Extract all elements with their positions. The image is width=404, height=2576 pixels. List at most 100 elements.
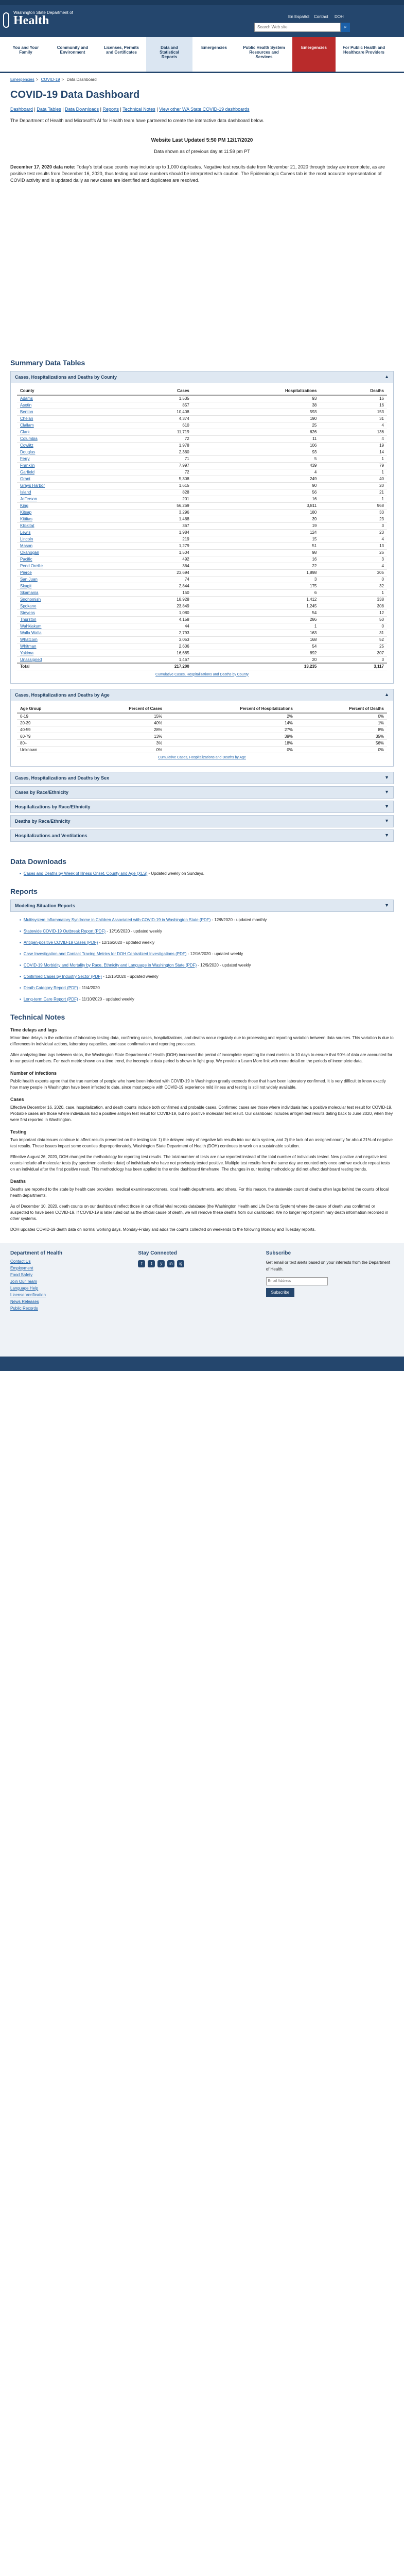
footer-link[interactable]: Contact Us [10,1259,31,1264]
county-name[interactable]: Chelan [17,415,121,422]
site-logo[interactable]: Washington State Department of Health [13,10,73,27]
county-name[interactable]: Kitsap [17,509,121,516]
link-reports[interactable]: Reports [102,107,119,112]
search-input[interactable]: Search Web site [254,23,341,32]
report-link[interactable]: Statewide COVID-19 Outbreak Report (PDF) [23,929,106,934]
county-name[interactable]: Douglas [17,449,121,456]
county-name[interactable]: Adams [17,395,121,402]
county-name[interactable]: Klickitat [17,522,121,530]
county-name[interactable]: Lincoln [17,536,121,543]
county-name[interactable]: Whitman [17,643,121,650]
table-cell: 249 [192,476,320,483]
top-link-contact[interactable]: Contact [314,14,328,19]
county-name[interactable]: Kittitas [17,516,121,523]
nav-item-public-health[interactable]: Public Health System Resources and Servi… [243,45,285,59]
modeling-accordion-header[interactable]: Modeling Situation Reports ▼ [11,900,393,911]
county-name[interactable]: Skamania [17,589,121,597]
footer-link[interactable]: Employment [10,1266,33,1270]
top-link-espanol[interactable]: En Español [288,14,309,19]
county-name[interactable]: Benton [17,409,121,416]
county-name[interactable]: Whatcom [17,636,121,643]
accordion-header[interactable]: Deaths by Race/Ethnicity ▼ [11,816,393,827]
footer-link[interactable]: Food Safety [10,1273,33,1277]
county-accordion-header[interactable]: Cases, Hospitalizations and Deaths by Co… [11,371,393,383]
county-name[interactable]: Garfield [17,469,121,476]
breadcrumb-emergencies[interactable]: Emergencies [10,77,34,82]
search-button[interactable]: ⌕ [341,23,350,32]
link-other-dashboards[interactable]: View other WA State COVID-19 dashboards [159,107,250,112]
social-icon[interactable]: t [148,1260,155,1267]
county-name[interactable]: Grays Harbor [17,482,121,489]
county-name[interactable]: San Juan [17,576,121,583]
nav-item-licenses[interactable]: Licenses, Permits and Certificates [103,45,139,55]
county-name[interactable]: Pend Oreille [17,563,121,570]
county-name[interactable]: Wahkiakum [17,623,121,630]
county-name[interactable]: King [17,502,121,510]
subscribe-button[interactable]: Subscribe [266,1288,295,1297]
top-link-doh[interactable]: DOH [335,14,344,19]
county-name[interactable]: Snohomish [17,596,121,603]
report-link[interactable]: Long-term Care Report (PDF) [23,997,78,1002]
social-icon[interactable]: f [138,1260,146,1267]
county-name[interactable]: Walla Walla [17,630,121,637]
report-link[interactable]: COVID-19 Morbidity and Mortality by Race… [23,963,197,968]
report-link[interactable]: Multisystem Inflammatory Syndrome in Chi… [23,918,211,922]
county-name[interactable]: Asotin [17,402,121,409]
nav-item-community[interactable]: Community and Environment [57,45,89,55]
social-icon[interactable]: ig [177,1260,185,1267]
breadcrumb-covid[interactable]: COVID-19 [41,77,60,82]
download-link[interactable]: Cases and Deaths by Week of Illness Onse… [23,871,148,876]
county-name[interactable]: Jefferson [17,496,121,503]
footer-link[interactable]: Join Our Team [10,1279,37,1284]
county-name[interactable]: Grant [17,476,121,483]
county-name[interactable]: Skagit [17,583,121,590]
table-cell: 1,978 [121,442,192,449]
table-cell: 56 [192,489,320,496]
nav-item-family[interactable]: You and Your Family [12,45,39,55]
county-name[interactable]: Pacific [17,556,121,563]
county-name[interactable]: Clark [17,429,121,436]
county-name[interactable]: Lewis [17,529,121,536]
accordion-header[interactable]: Cases by Race/Ethnicity ▼ [11,787,393,798]
accordion-header[interactable]: Hospitalizations by Race/Ethnicity ▼ [11,801,393,812]
county-name[interactable]: Ferry [17,455,121,463]
county-name[interactable]: Mason [17,543,121,550]
nav-item-emergencies-alert[interactable]: Emergencies [292,37,336,72]
county-name[interactable]: Clallam [17,422,121,429]
county-name[interactable]: Franklin [17,462,121,469]
county-name[interactable]: Island [17,489,121,496]
nav-item-emergencies[interactable]: Emergencies [201,45,227,50]
footer-link[interactable]: Language Help [10,1286,39,1291]
report-link[interactable]: Antigen-positive COVID-19 Cases (PDF) [23,940,98,945]
county-name[interactable]: Cowlitz [17,442,121,449]
county-name[interactable]: Thurston [17,616,121,623]
report-link[interactable]: Death Category Report (PDF) [23,986,78,990]
county-table-caption[interactable]: Cumulative Cases, Hospitalizations and D… [155,672,249,676]
email-field[interactable]: Email Address [266,1277,328,1285]
county-name[interactable]: Stevens [17,609,121,617]
report-link[interactable]: Confirmed Cases by Industry Sector (PDF) [23,974,102,979]
county-name[interactable]: Columbia [17,435,121,443]
county-name[interactable]: Okanogan [17,549,121,556]
age-accordion-header[interactable]: Cases, Hospitalizations and Deaths by Ag… [11,689,393,701]
link-technical-notes[interactable]: Technical Notes [122,107,155,112]
nav-item-data[interactable]: Data and Statistical Reports [146,37,192,72]
link-data-tables[interactable]: Data Tables [37,107,61,112]
link-dashboard[interactable]: Dashboard [10,107,33,112]
footer-link[interactable]: License Verification [10,1293,46,1297]
county-name[interactable]: Yakima [17,650,121,657]
footer-link[interactable]: News Releases [10,1299,39,1304]
social-icon[interactable]: y [157,1260,165,1267]
county-name[interactable]: Spokane [17,603,121,610]
report-link[interactable]: Case Investigation and Contact Tracing M… [23,952,187,956]
accordion-header[interactable]: Cases, Hospitalizations and Deaths by Se… [11,772,393,784]
county-name[interactable]: Unassigned [17,656,121,664]
social-icon[interactable]: in [167,1260,175,1267]
accordion-header[interactable]: Hospitalizations and Ventilations ▼ [11,830,393,841]
link-data-downloads[interactable]: Data Downloads [65,107,99,112]
footer-link[interactable]: Public Records [10,1306,38,1311]
county-name[interactable]: Pierce [17,569,121,577]
nav-item-providers[interactable]: For Public Health and Healthcare Provide… [342,45,385,55]
age-table-caption[interactable]: Cumulative Cases, Hospitalizations and D… [158,756,246,759]
update-info: Website Last Updated 5:50 PM 12/17/2020 … [10,129,394,164]
